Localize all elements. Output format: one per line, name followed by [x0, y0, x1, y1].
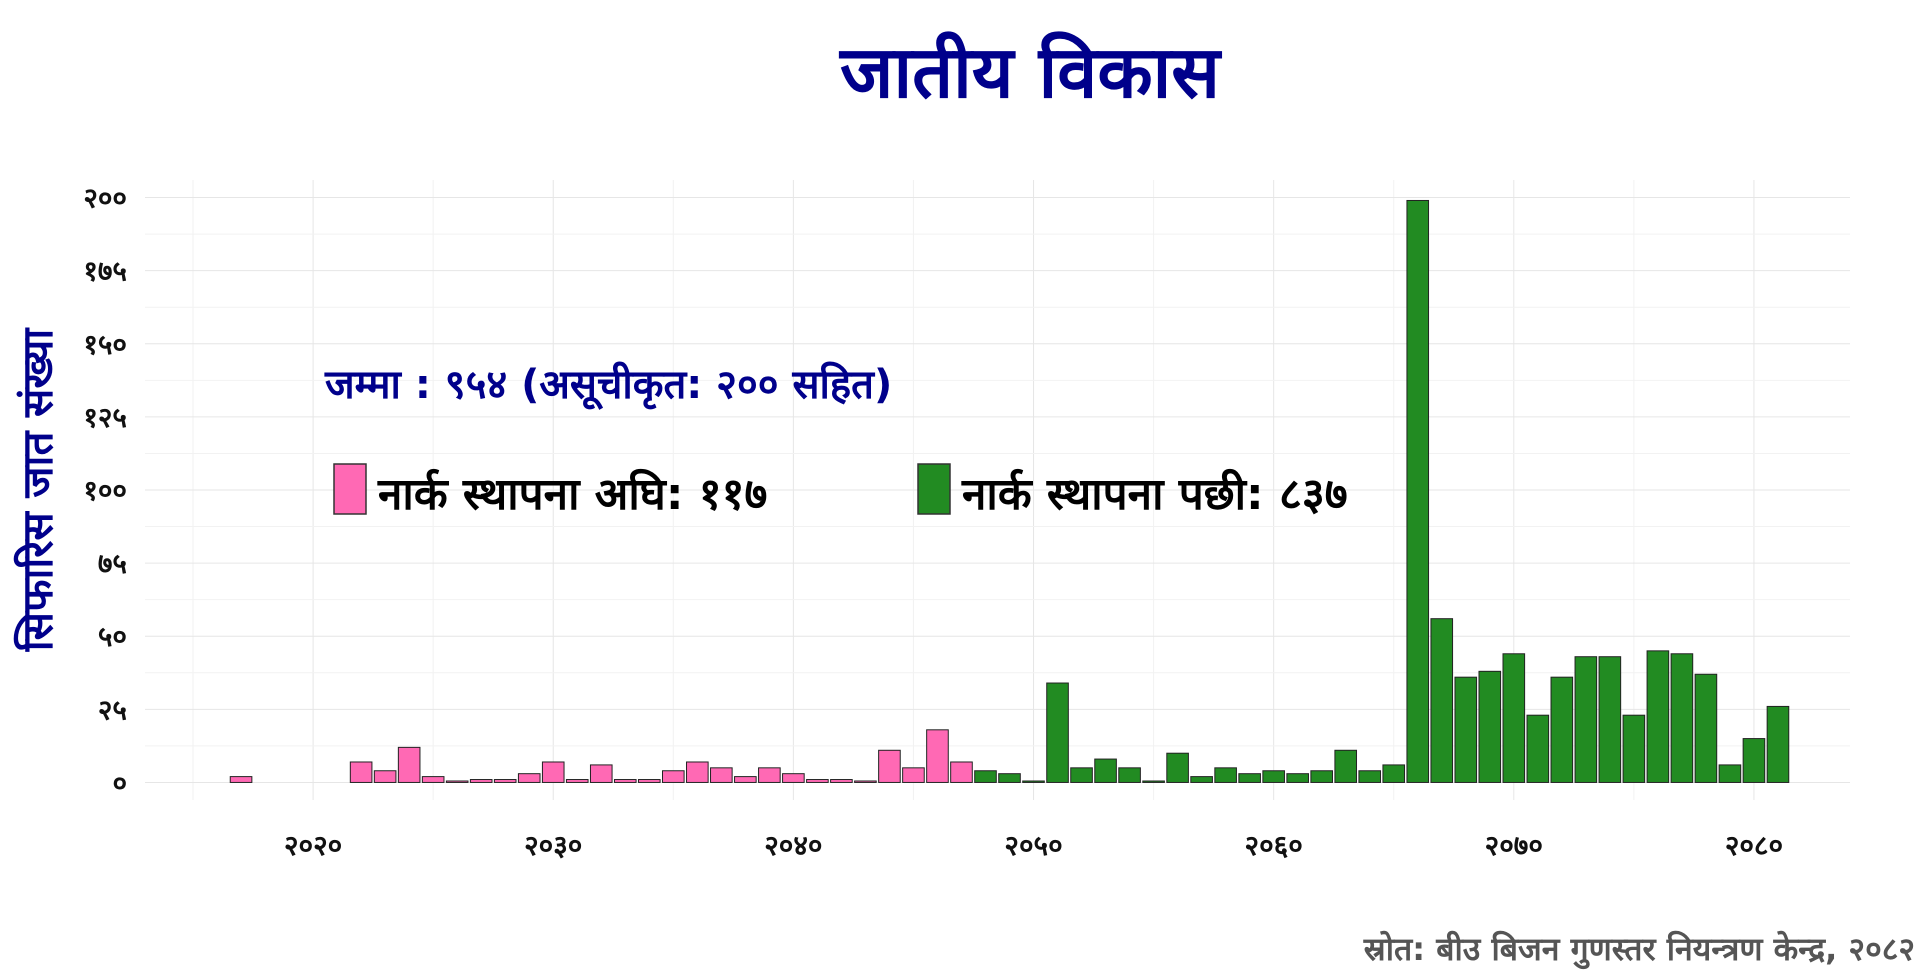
bar-after-2070 — [1502, 653, 1526, 783]
bar-before-2032 — [589, 764, 613, 783]
bar-before-2024 — [397, 746, 421, 783]
bar-after-2071 — [1526, 714, 1550, 783]
x-tick-label: २०४० — [764, 829, 822, 862]
bar-after-2052 — [1070, 767, 1093, 783]
bar-after-2059 — [1238, 773, 1261, 783]
legend-swatch-before — [333, 463, 367, 515]
bar-after-2060 — [1262, 770, 1285, 783]
bar-after-2048 — [974, 770, 997, 783]
total-annotation: जम्मा : ९५४ (असूचीकृत: २०० सहित) — [324, 361, 892, 410]
bar-before-2023 — [373, 770, 397, 783]
bar-before-2022 — [349, 761, 373, 783]
bar-after-2067 — [1430, 618, 1454, 783]
bar-after-2066 — [1406, 199, 1430, 783]
y-tick-labels: ० २५ ५० ७५ १०० १२५ १५० १७५ २०० — [83, 182, 127, 800]
bar-after-2081 — [1766, 705, 1790, 783]
bar-after-2051 — [1046, 682, 1069, 783]
bar-before-2045 — [902, 767, 925, 783]
grid — [145, 180, 1850, 800]
bar-after-2050 — [1022, 780, 1045, 783]
bar-before-2034 — [637, 779, 661, 783]
source-note: स्रोत: बीउ बिजन गुणस्तर नियन्त्रण केन्द्… — [1363, 930, 1915, 970]
bar-after-2058 — [1214, 767, 1237, 783]
bar-after-2075 — [1622, 714, 1646, 783]
bar-after-2064 — [1358, 770, 1382, 783]
bar-before-2041 — [806, 779, 829, 783]
x-tick-label: २०२० — [284, 829, 342, 862]
y-tick-label: ५० — [98, 620, 127, 653]
bar-after-2061 — [1286, 773, 1309, 783]
y-tick-label: ७५ — [98, 547, 127, 580]
bar-before-2039 — [758, 767, 781, 783]
bar-after-2056 — [1166, 752, 1189, 783]
bar-after-2074 — [1598, 656, 1622, 783]
bar-before-2027 — [469, 779, 493, 783]
bar-after-2054 — [1118, 767, 1141, 783]
y-tick-label: २५ — [98, 693, 127, 726]
bar-after-2055 — [1142, 780, 1165, 783]
x-tick-label: २०३० — [524, 829, 582, 862]
bar-after-2057 — [1190, 776, 1213, 783]
y-axis-label: सिफारिस जात संख्या — [13, 327, 62, 653]
bar-after-2076 — [1646, 650, 1670, 783]
bar-before-2042 — [830, 779, 853, 783]
y-tick-label: १७५ — [83, 255, 127, 288]
bar-before-2038 — [734, 776, 757, 783]
bar-before-2043 — [854, 780, 877, 783]
bar-after-2049 — [998, 773, 1021, 783]
bar-before-2044 — [878, 749, 901, 783]
x-tick-label: २०७० — [1485, 829, 1543, 862]
bar-after-2078 — [1694, 673, 1718, 783]
legend-label-after: नार्क स्थापना पछी: ८३७ — [961, 468, 1348, 520]
bar-before-2030 — [541, 761, 565, 783]
bar-before-2035 — [662, 770, 685, 783]
legend-label-before: नार्क स्थापना अघि: ११७ — [377, 468, 767, 520]
bar-after-2062 — [1310, 770, 1333, 783]
bar-before-2037 — [710, 767, 733, 783]
bar-before-2036 — [686, 761, 709, 783]
bar-before-2046 — [926, 729, 949, 783]
bar-before-2026 — [445, 780, 469, 783]
y-tick-label: २०० — [83, 182, 127, 215]
bar-before-2040 — [782, 773, 805, 783]
x-tick-label: २०५० — [1004, 829, 1062, 862]
bar-after-2063 — [1334, 749, 1358, 783]
bar-before-2047 — [950, 761, 973, 783]
bar-after-2073 — [1574, 656, 1598, 783]
y-tick-label: ० — [112, 766, 127, 799]
bar-before-2029 — [517, 773, 541, 783]
x-tick-labels: २०२० २०३० २०४० २०५० २०६० २०७० २०८० — [284, 829, 1783, 862]
x-tick-label: २०८० — [1725, 829, 1783, 862]
legend: नार्क स्थापना अघि: ११७ नार्क स्थापना पछी… — [333, 463, 1348, 520]
y-tick-label: १५० — [83, 328, 127, 361]
bar-after-2077 — [1670, 653, 1694, 783]
y-tick-label: १२५ — [83, 401, 127, 434]
bar-after-2079 — [1718, 764, 1742, 783]
bar-after-2065 — [1382, 764, 1406, 783]
chart-title: जातीय विकास — [838, 30, 1222, 114]
bar-before-2028 — [493, 779, 517, 783]
legend-swatch-after — [917, 463, 951, 515]
x-tick-label: २०६० — [1245, 829, 1303, 862]
bar-before-2025 — [421, 776, 445, 783]
bar-after-2072 — [1550, 676, 1574, 783]
bar-after-2080 — [1742, 738, 1766, 783]
bar-after-2069 — [1478, 670, 1502, 783]
bar-before-2017 — [229, 776, 253, 783]
bar-before-2033 — [613, 779, 637, 783]
bar-before-2031 — [565, 779, 589, 783]
bars — [229, 199, 1790, 783]
bar-after-2068 — [1454, 676, 1478, 783]
bar-after-2053 — [1094, 758, 1117, 783]
y-tick-label: १०० — [83, 474, 127, 507]
